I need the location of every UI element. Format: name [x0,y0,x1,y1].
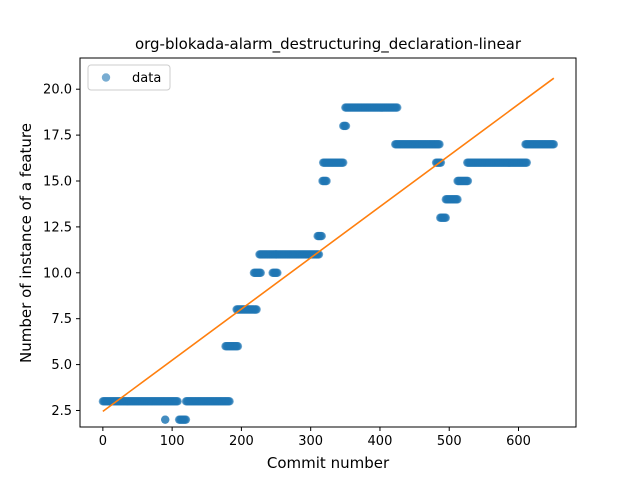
y-tick-label: 7.5 [51,312,72,327]
data-point [435,140,444,149]
y-tick-label: 17.5 [43,129,72,144]
chart-title: org-blokada-alarm_destructuring_declarat… [135,35,522,54]
x-tick-label: 400 [368,434,393,449]
y-tick-label: 15.0 [43,175,72,190]
data-point [463,176,473,186]
data-point [393,103,402,112]
data-point [322,176,331,186]
legend-marker [101,73,111,82]
data-point [225,397,234,406]
x-axis-label: Commit number [267,454,390,472]
data-point [273,268,282,277]
y-tick-label: 5.0 [51,358,72,373]
legend: data [87,64,171,91]
data-point [317,231,326,241]
data-point [339,158,348,167]
y-tick-label: 20.0 [43,83,72,98]
data-point [453,195,462,204]
data-point [522,158,532,167]
data-point [161,415,170,424]
x-tick-label: 200 [229,434,254,449]
data-point [173,397,182,406]
data-point [256,268,265,277]
axes: 0 100 200 300 400 500 600 2.5 5.0 7.5 10.0 12.5 15.0… [43,57,577,449]
data-point [181,415,191,424]
legend-label: data [132,71,161,86]
x-tick-label: 100 [160,434,185,449]
data-point [233,342,243,351]
x-tick-label: 600 [506,434,531,449]
x-tick-label: 300 [298,434,323,449]
x-tick-label: 500 [437,434,462,449]
y-tick-label: 10.0 [43,266,72,281]
data-point [341,121,351,131]
fit-line [102,77,555,413]
x-tick-label: 0 [99,434,107,449]
data-point [549,140,559,149]
y-axis-label: Number of instance of a feature [17,123,35,363]
y-tick-label: 2.5 [51,404,72,419]
data-point [252,305,261,314]
data-point [441,213,450,222]
axes-frame [79,57,577,428]
plot-area [98,77,559,424]
legend-box [87,64,171,91]
y-tick-label: 12.5 [43,220,72,235]
